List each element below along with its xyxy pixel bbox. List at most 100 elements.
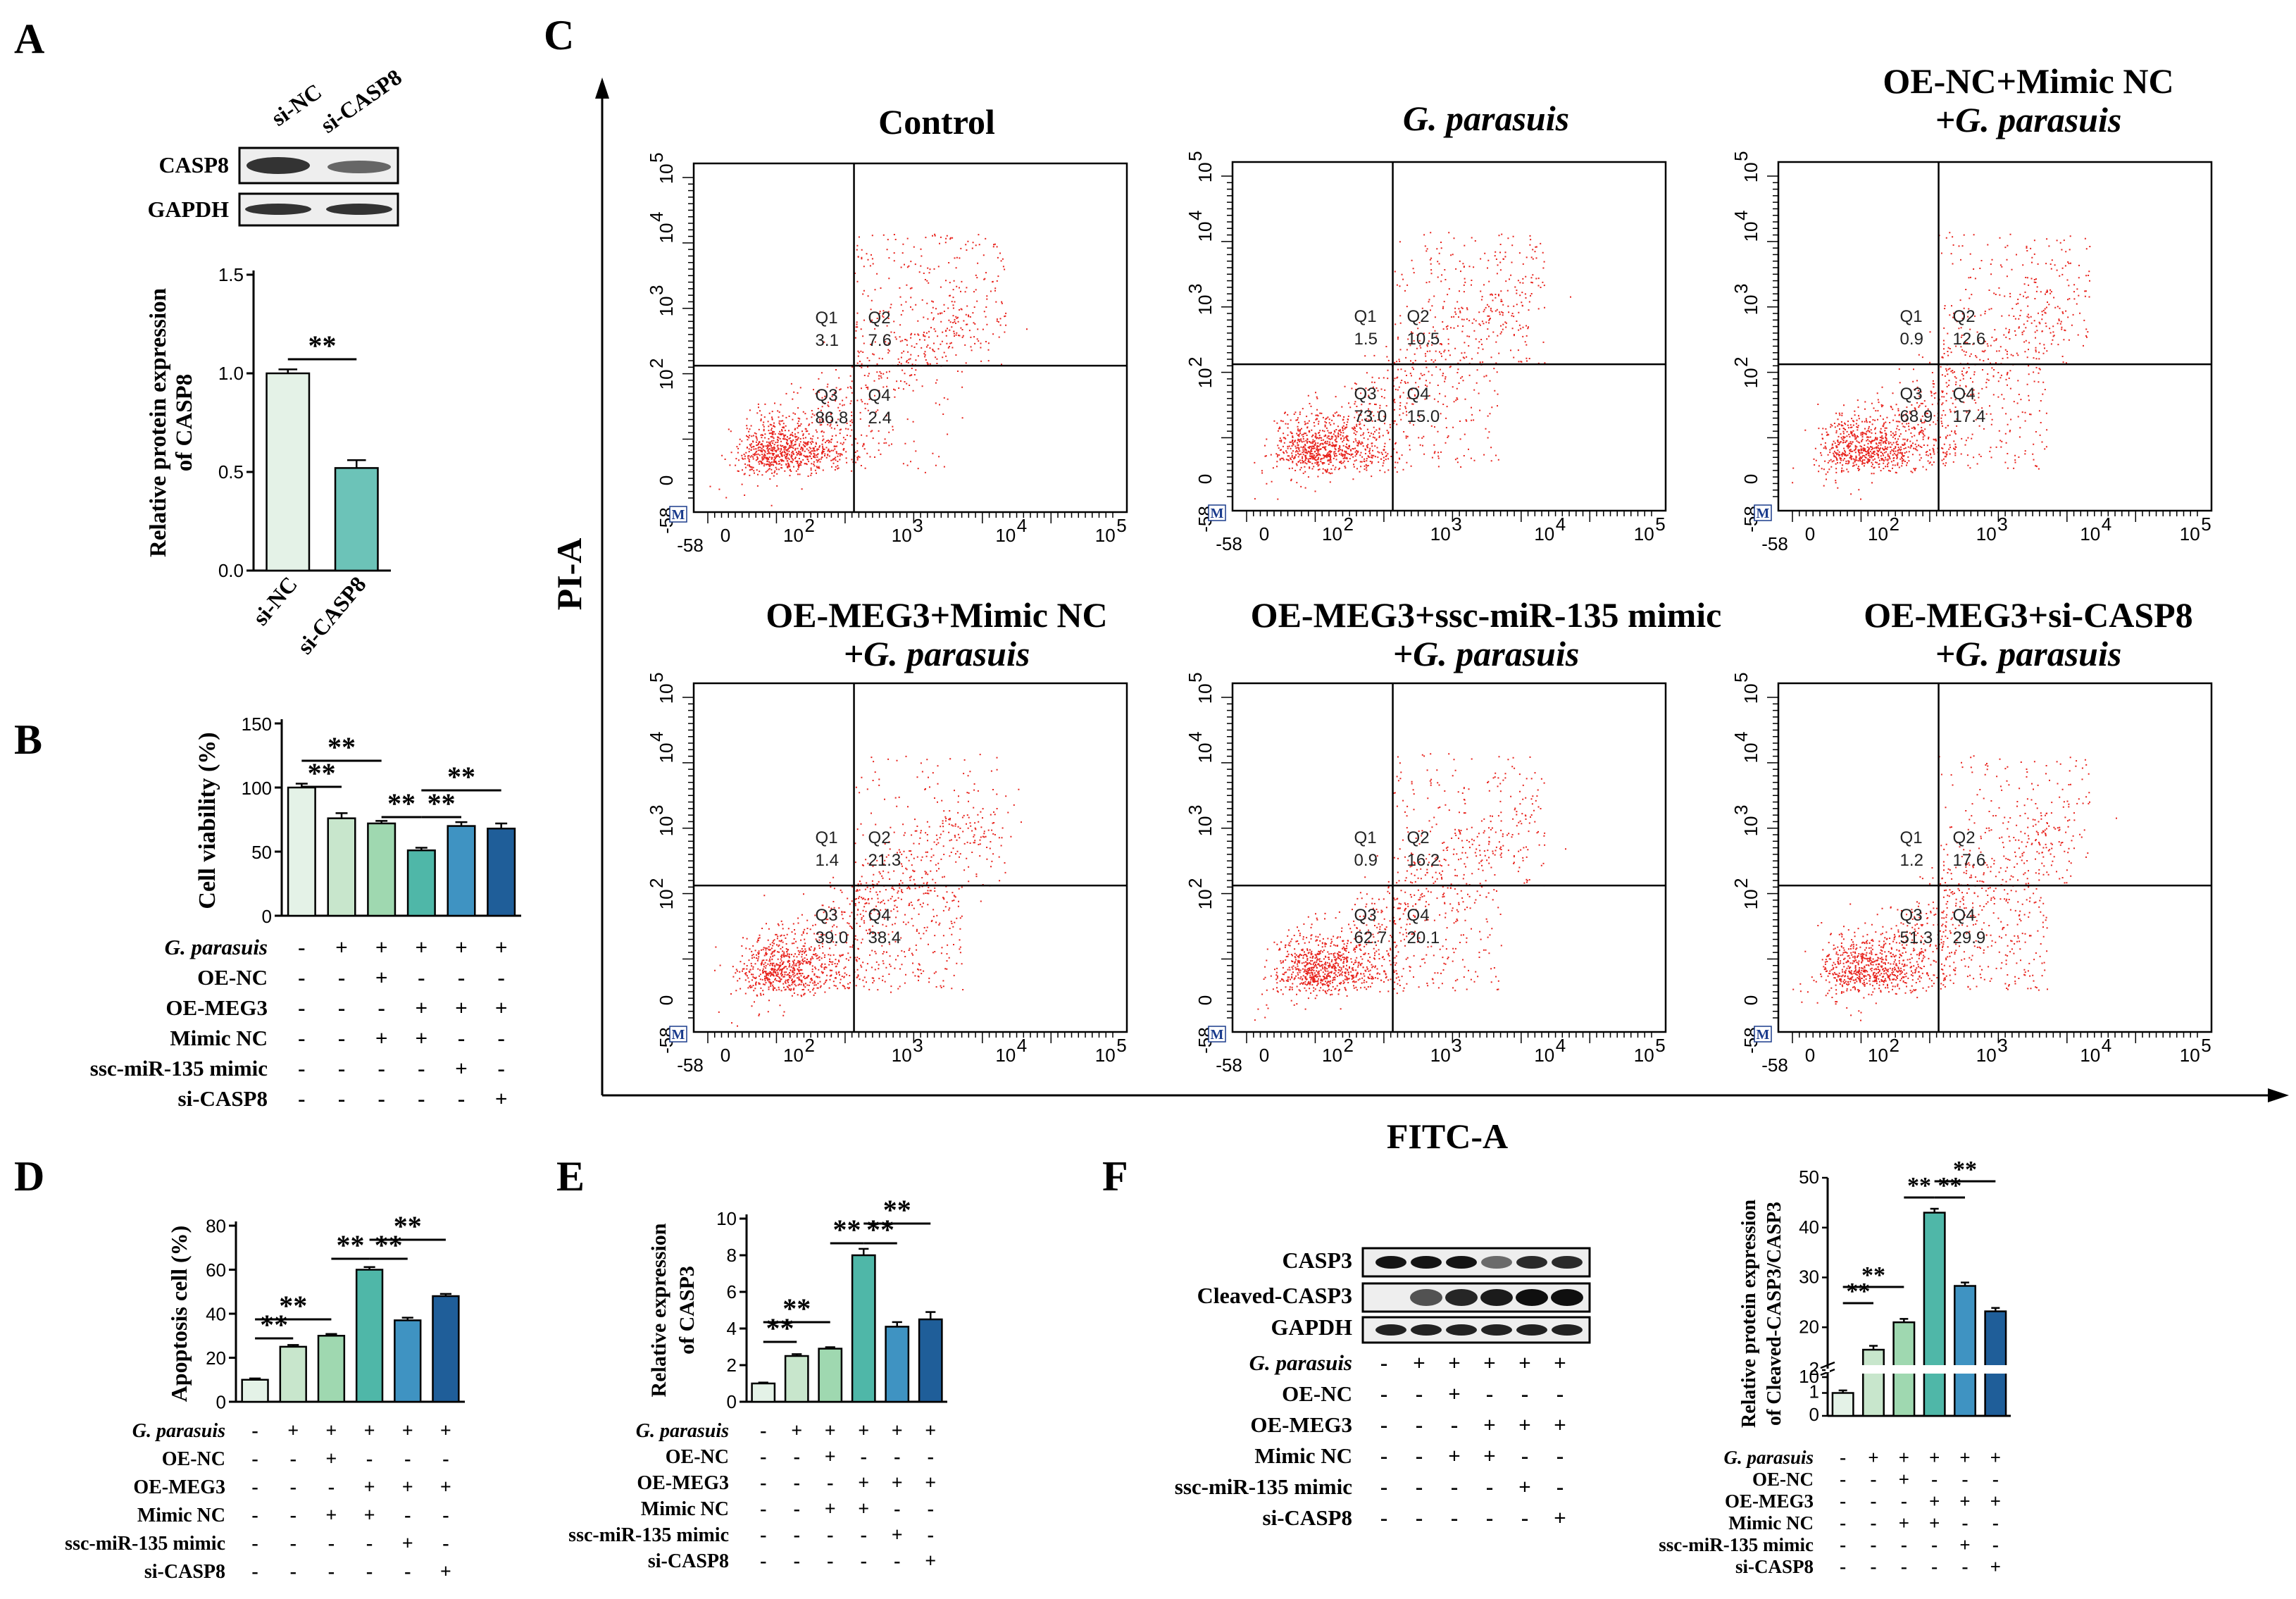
y-tick-label: 20: [206, 1348, 226, 1369]
row-label-oemeg3: OE-MEG3: [637, 1472, 729, 1494]
sign: -: [442, 1533, 449, 1555]
sign: -: [1416, 1505, 1423, 1530]
blot-band: [1446, 1256, 1477, 1269]
sign: +: [415, 995, 428, 1020]
x-tick-label: 0: [1805, 523, 1815, 545]
q-value: 1.4: [816, 851, 839, 870]
significance-label: **: [782, 1293, 811, 1324]
sign: +: [1483, 1412, 1496, 1437]
sign: -: [894, 1446, 900, 1468]
y-tick-label: 50: [251, 842, 272, 863]
bar: [317, 1335, 346, 1403]
sign: -: [1840, 1447, 1846, 1468]
bar: [287, 786, 316, 917]
y-tick-label: 0: [1809, 1404, 1819, 1425]
sign: +: [1518, 1474, 1531, 1499]
bar: [279, 1345, 307, 1403]
bar: [355, 1269, 384, 1403]
sign: -: [1840, 1534, 1846, 1555]
sign: +: [1554, 1505, 1566, 1530]
y-tick-label: 1: [1809, 1381, 1819, 1402]
q-value: 20.1: [1407, 928, 1440, 947]
blot-a-lane-1: si-NC: [266, 78, 326, 130]
x-tick-exp: 3: [913, 515, 923, 536]
sign: -: [1992, 1469, 1999, 1490]
sign: -: [1416, 1381, 1423, 1406]
sign: +: [402, 1420, 413, 1442]
sign: -: [1521, 1443, 1528, 1468]
y-tick-label: 60: [206, 1259, 226, 1281]
y-tick-exp: 2: [646, 358, 667, 368]
panel-f-blot: CASP3 Cleaved-CASP3 GAPDH G. parasuis - + +…: [1175, 1247, 1591, 1530]
q-label: Q2: [868, 309, 891, 328]
bar: [1954, 1285, 1976, 1417]
q-label: Q3: [816, 906, 838, 925]
blot-a-band: [327, 161, 391, 173]
y-tick-label: 2: [1809, 1358, 1819, 1379]
q-label: Q1: [816, 828, 838, 847]
y-label: Relative expression: [647, 1223, 670, 1397]
gate-marker: M: [1757, 1027, 1770, 1043]
sign: -: [1380, 1350, 1387, 1375]
significance-label: **: [375, 1229, 403, 1261]
sign: +: [825, 1498, 836, 1520]
plot-frame: [692, 682, 1128, 1033]
sign: +: [1959, 1447, 1970, 1468]
x-tick-label: 0: [720, 525, 730, 546]
blot-band: [1445, 1289, 1478, 1306]
q-value: 1.2: [1900, 851, 1923, 870]
x-tick-label: 10: [892, 1045, 912, 1066]
gate-marker-box: [669, 1026, 687, 1043]
sign: -: [1840, 1491, 1846, 1512]
x-tick-exp: 3: [1997, 514, 2007, 535]
y-tick-exp: 5: [646, 152, 667, 162]
sign: -: [894, 1550, 900, 1572]
sign: -: [1486, 1474, 1493, 1499]
y-tick-label: 40: [1799, 1217, 1819, 1238]
significance-label: **: [1907, 1173, 1931, 1199]
sign: -: [378, 1086, 385, 1111]
x-tick-label: 10: [1095, 525, 1116, 546]
y-tick-label: 10: [1194, 743, 1216, 764]
sign: +: [1929, 1491, 1940, 1512]
y-tick-label: 0: [727, 1391, 737, 1412]
sign: -: [1931, 1556, 1938, 1577]
q-value: 86.8: [816, 409, 849, 428]
q-label: Q1: [1900, 307, 1923, 326]
y-tick-label: 10: [716, 1208, 737, 1229]
panel-label-f: F: [1102, 1153, 1128, 1200]
sign: -: [1556, 1443, 1564, 1468]
y-tick-label: 10: [656, 369, 677, 390]
sign: +: [825, 1420, 836, 1442]
y-tick-label: 4: [727, 1318, 737, 1339]
y-tick-label: 10: [1740, 743, 1761, 764]
y-tick-exp: 3: [646, 285, 667, 294]
panel-label-e: E: [556, 1153, 585, 1200]
x-tick-exp: 2: [1343, 1035, 1353, 1056]
flow-dots: [1254, 753, 1566, 1021]
q-label: Q4: [1407, 906, 1430, 925]
q-label: Q4: [868, 386, 891, 405]
sign: -: [328, 1533, 335, 1555]
sign: +: [1518, 1350, 1531, 1375]
y-tick-label: 10: [1194, 162, 1216, 182]
row-label-sicasp8: si-CASP8: [1263, 1505, 1352, 1530]
sign: -: [290, 1505, 297, 1526]
sign: +: [325, 1448, 337, 1470]
sign: +: [1518, 1412, 1531, 1437]
row-label-sicasp8: si-CASP8: [178, 1086, 268, 1111]
bar: [751, 1382, 776, 1403]
sign: +: [1990, 1447, 2001, 1468]
q-value: 73.0: [1354, 407, 1387, 426]
x-tick-exp: 2: [1343, 514, 1353, 535]
q-value: 17.6: [1953, 851, 1986, 870]
sign: -: [1962, 1556, 1969, 1577]
significance-label: **: [337, 1229, 365, 1261]
y-tick-exp: 4: [646, 732, 667, 742]
sign: -: [1416, 1474, 1423, 1499]
flow-plot: OE-MEG3+ssc-miR-135 mimic+G. parasuis Q1 0…: [1185, 595, 1721, 1076]
x-tick-exp: 4: [1556, 1035, 1566, 1056]
sign: +: [1990, 1556, 2001, 1577]
q-label: Q3: [816, 386, 838, 405]
